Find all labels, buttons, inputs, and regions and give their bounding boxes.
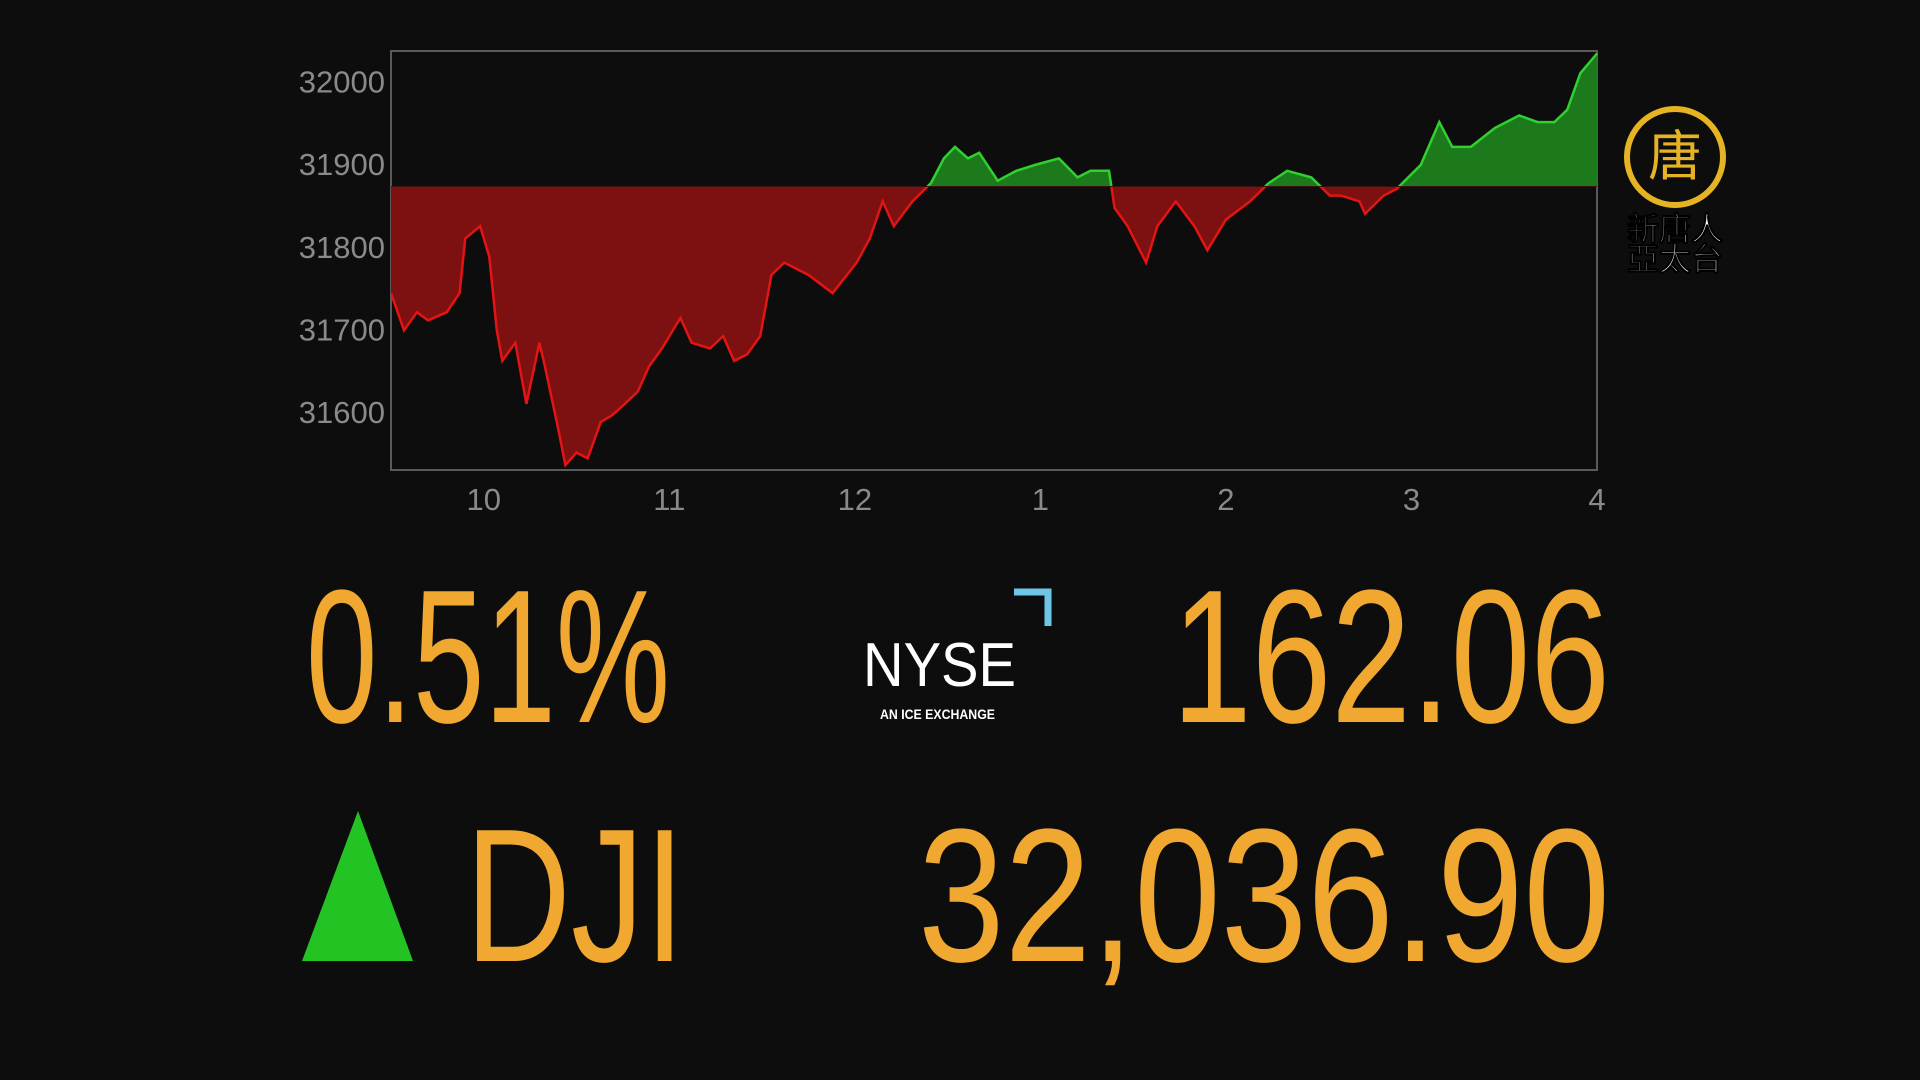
x-tick-label: 10 (467, 482, 501, 517)
area-down (391, 186, 1597, 465)
y-tick-label: 31600 (299, 395, 385, 430)
y-tick-label: 31900 (299, 147, 385, 182)
index-name: DJI (465, 790, 685, 1002)
exchange-name: NYSE (863, 631, 1016, 700)
x-tick-label: 1 (1032, 482, 1049, 517)
exchange-bracket (1014, 588, 1052, 626)
y-tick-label: 31800 (299, 230, 385, 265)
percent-change: 0.51% (306, 551, 670, 763)
x-tick-label: 4 (1588, 482, 1605, 517)
channel-emblem-ring (1624, 106, 1726, 208)
up-arrow (302, 811, 413, 961)
points-change: 162.06 (1172, 551, 1610, 763)
x-tick-label: 3 (1403, 482, 1420, 517)
x-tick-label: 2 (1217, 482, 1234, 517)
x-tick-label: 11 (653, 482, 685, 517)
channel-name: 新唐人 (1627, 210, 1723, 248)
y-tick-label: 32000 (299, 65, 385, 100)
channel-emblem: 唐 (1648, 125, 1702, 188)
index-level: 32,036.90 (918, 790, 1610, 1002)
exchange-tagline: AN ICE EXCHANGE (880, 706, 995, 722)
y-tick-label: 31700 (299, 313, 385, 348)
channel-region: 亞太台 (1627, 240, 1723, 278)
x-tick-label: 12 (838, 482, 872, 517)
line-down (391, 186, 1401, 468)
area-up (927, 53, 1597, 187)
